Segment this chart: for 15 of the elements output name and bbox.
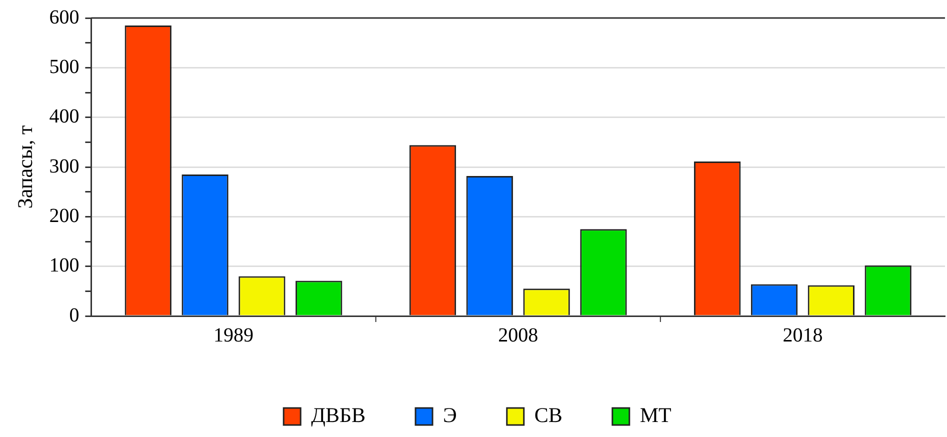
legend-label: СВ [534, 403, 562, 428]
x-tick-label: 2008 [498, 324, 538, 346]
legend-label: ДВБВ [311, 403, 366, 428]
y-tick-label: 300 [49, 155, 80, 178]
y-tick-label: 600 [49, 6, 80, 28]
y-tick-label: 400 [49, 106, 80, 128]
legend-label: Э [443, 403, 457, 428]
y-tick-label: 0 [69, 304, 80, 326]
y-tick-label: 500 [49, 56, 80, 78]
y-tick-label: 200 [49, 204, 80, 227]
x-tick-label: 1989 [214, 324, 254, 346]
y-tick-label: 100 [49, 254, 80, 277]
y-axis-title: Запасы, т [13, 125, 38, 209]
x-tick-label: 2018 [782, 324, 823, 346]
legend-label: МТ [640, 403, 672, 428]
